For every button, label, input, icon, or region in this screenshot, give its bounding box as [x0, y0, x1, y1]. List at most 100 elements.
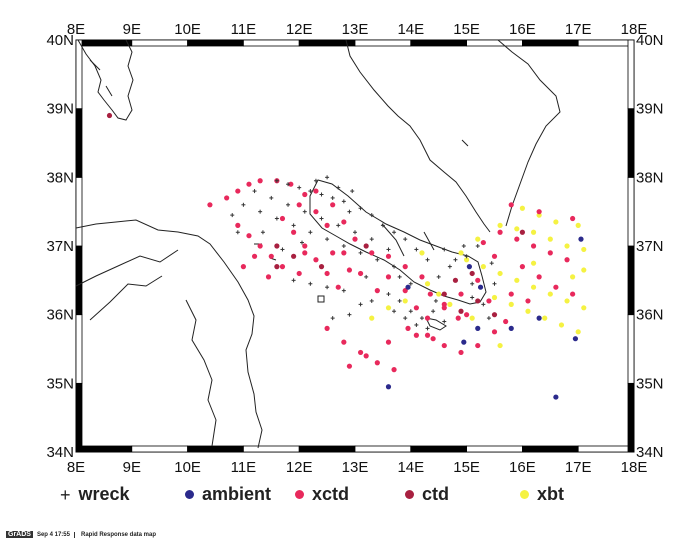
- africa-inland-3: [185, 299, 217, 447]
- lon-label-top: 15E: [453, 21, 480, 38]
- xctd-point: [257, 243, 263, 249]
- frame-segment-top: [75, 39, 133, 47]
- wreck-point: [386, 292, 391, 297]
- xbt-point: [514, 277, 520, 283]
- xctd-point: [207, 202, 213, 208]
- wreck-point: [274, 178, 279, 183]
- wreck-point: [319, 216, 324, 221]
- wreck-point: [325, 237, 330, 242]
- xctd-point: [491, 329, 498, 335]
- lat-label-right: 36N: [636, 307, 664, 324]
- xbt-point: [480, 264, 486, 270]
- wreck-point: [436, 274, 441, 279]
- wreck-point: [230, 213, 235, 218]
- xctd-point: [251, 253, 258, 259]
- ctd-point: [363, 243, 369, 249]
- wreck-point: [486, 316, 491, 321]
- wreck-point: [299, 240, 304, 245]
- ctd-point: [441, 291, 447, 297]
- lon-label-top: 13E: [342, 21, 369, 38]
- xctd-point: [313, 188, 319, 194]
- wreck-point: [336, 185, 341, 190]
- lat-label-left: 37N: [46, 238, 74, 255]
- frame-segment-left: [75, 314, 83, 384]
- lat-label-right: 37N: [636, 238, 664, 255]
- wreck-point: [425, 326, 430, 331]
- xctd-point: [385, 253, 392, 259]
- wreck-point: [397, 298, 402, 303]
- wreck-point: [330, 195, 335, 200]
- xctd-point: [257, 178, 263, 184]
- wreck-point: [475, 244, 480, 248]
- ctd-point: [274, 243, 280, 249]
- wreck-point: [470, 281, 475, 286]
- xctd-point: [357, 270, 364, 277]
- xctd-point: [458, 291, 464, 297]
- wreck-point: [392, 309, 397, 314]
- frame-segment-top: [354, 39, 412, 47]
- ctd-point: [519, 229, 526, 235]
- frame-segment-right: [627, 39, 635, 110]
- wreck-point: [364, 274, 369, 279]
- legend-item-xctd: xctd: [295, 484, 349, 505]
- wreck-point: [330, 316, 335, 321]
- frame-segment-top: [410, 39, 467, 47]
- xbt-point: [369, 315, 375, 321]
- xctd-point: [346, 267, 353, 273]
- wreck-point: [414, 322, 419, 327]
- frame-segment-left: [75, 176, 83, 247]
- lon-labels-top: 8E 9E 10E 11E 12E 13E 14E 15E 16E 17E 18E: [67, 21, 648, 38]
- lon-label-bottom: 13E: [342, 459, 369, 476]
- xctd-point: [246, 181, 252, 187]
- xctd-point: [491, 253, 498, 259]
- ambient-point: [477, 284, 484, 290]
- xctd-point: [564, 257, 570, 263]
- xbt-point: [464, 257, 470, 263]
- wreck-point: [341, 244, 346, 248]
- wreck-point: [369, 237, 374, 242]
- xctd-point: [536, 274, 542, 280]
- xctd-point: [536, 209, 542, 215]
- xctd-point: [547, 250, 553, 256]
- frame-segment-top: [522, 39, 579, 47]
- xctd-point: [424, 332, 431, 338]
- xbt-point: [570, 274, 576, 280]
- xbt-point: [419, 250, 425, 256]
- lon-label-bottom: 14E: [397, 459, 424, 476]
- lon-label-top: 11E: [231, 21, 257, 38]
- xctd-point: [302, 191, 308, 198]
- lat-label-left: 36N: [46, 307, 74, 324]
- xctd-point: [441, 305, 447, 311]
- wreck-point: [464, 254, 469, 259]
- lon-label-top: 8E: [67, 21, 85, 38]
- xbt-point: [519, 205, 526, 211]
- xctd-point: [455, 315, 461, 321]
- frame-segment-bottom: [466, 445, 523, 453]
- wreck-point: [258, 209, 263, 214]
- ambient-point: [475, 325, 481, 331]
- xbt-point: [530, 284, 537, 290]
- frame-segment-right: [627, 314, 635, 384]
- xctd-point: [503, 318, 509, 325]
- wreck-point: [353, 230, 357, 235]
- italy-west-coast: [345, 39, 491, 233]
- xctd-point: [570, 291, 576, 297]
- xbt-point: [530, 260, 537, 266]
- xctd-point: [224, 195, 230, 201]
- wreck-point: [442, 319, 447, 324]
- frame-segment-right: [627, 176, 635, 247]
- footer-timestamp: Sep 4 17:55: [37, 531, 75, 538]
- xbt-point: [564, 298, 570, 304]
- xbt-point: [575, 329, 581, 335]
- lon-label-bottom: 11E: [231, 459, 257, 476]
- xctd-point: [402, 288, 408, 294]
- lon-label-bottom: 9E: [123, 459, 141, 476]
- ambient-point: [461, 339, 467, 345]
- xctd-point: [296, 202, 302, 208]
- frame-segment-left: [75, 39, 83, 110]
- xctd-point: [475, 342, 481, 349]
- wreck-point: [431, 309, 436, 314]
- xctd-point: [279, 264, 286, 270]
- xbt-point: [385, 305, 392, 311]
- wreck-point: [408, 309, 413, 314]
